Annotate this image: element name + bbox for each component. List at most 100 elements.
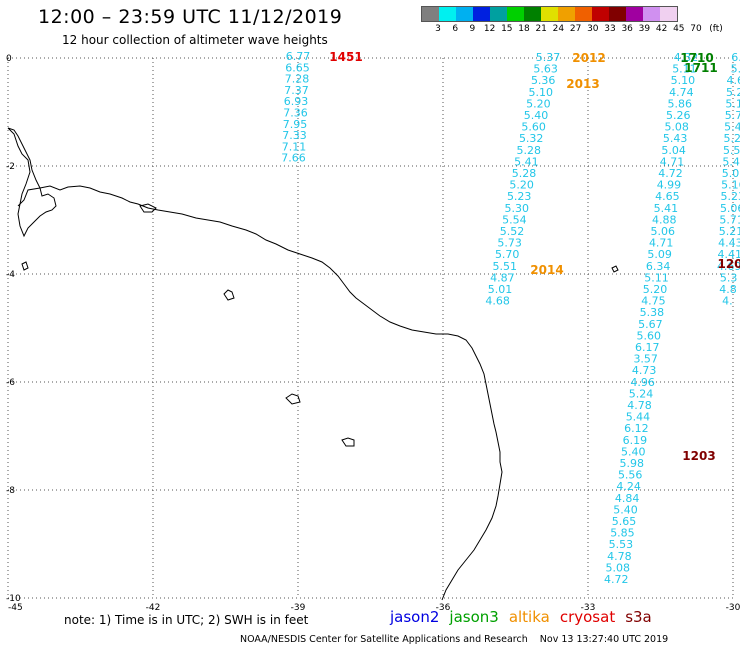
legend-label: 36 [621, 24, 633, 34]
y-tick-label: -10 [6, 594, 21, 604]
wave-height-value: 5.11 [672, 63, 697, 76]
wave-height-value: 5.45 [722, 155, 740, 168]
wave-height-value: 4.96 [630, 376, 655, 389]
wave-height-value: 5.32 [519, 132, 544, 145]
wave-height-value: 5.51 [493, 260, 518, 273]
legend-label: 3 [435, 24, 441, 34]
wave-height-value: 7.33 [282, 129, 307, 142]
wave-height-value: 4. [722, 295, 733, 308]
island-5 [21, 261, 29, 271]
legend-swatch [592, 7, 609, 21]
legend-label: 39 [638, 24, 651, 34]
legend-swatch [558, 7, 575, 21]
legend-swatch [439, 7, 456, 21]
wave-height-value: 6.77 [286, 50, 311, 63]
wave-height-value: 5.53 [609, 538, 634, 551]
x-tick-label: -39 [291, 603, 306, 613]
legend-label: (ft) [709, 24, 723, 34]
wave-height-value: 4.71 [660, 155, 685, 168]
legend-label: 12 [483, 24, 496, 34]
wave-height-value: 6.12 [624, 422, 649, 435]
wave-height-value: 5.29 [724, 132, 740, 145]
legend-label: 9 [469, 24, 476, 34]
altimeter-tracks: 6.776.657.287.376.937.367.957.337.117.66… [281, 50, 740, 586]
x-tick-label: -36 [436, 603, 451, 613]
wave-height-value: 4.87 [490, 271, 515, 284]
wave-height-value: 5.3 [720, 271, 738, 284]
wave-height-value: 5.57 [723, 144, 740, 157]
wave-height-value: 5.37 [536, 51, 561, 64]
wave-height-value: 5.4 [731, 63, 740, 76]
x-tick-label: -33 [581, 603, 596, 613]
wave-height-value: 5.24 [629, 387, 654, 400]
wave-height-value: 5.40 [524, 109, 549, 122]
y-tick-label: -2 [6, 162, 15, 172]
legend-swatch [626, 7, 643, 21]
satellite-name: jason2 [390, 608, 440, 626]
legend-swatch [541, 7, 558, 21]
wave-height-value: 4.68 [485, 295, 510, 308]
wave-height-value: 5.11 [644, 271, 669, 284]
pass-id-label: 2013 [566, 77, 599, 91]
wave-height-value: 5.67 [638, 318, 663, 331]
legend-swatch [490, 7, 507, 21]
wave-height-value: 4.24 [616, 480, 641, 493]
wave-height-value: 5.72 [725, 109, 740, 122]
pass-id-label: 1451 [329, 50, 362, 64]
legend-label: 24 [552, 24, 565, 34]
legend-swatch [660, 7, 677, 21]
map-title: 12:00 – 23:59 UTC 11/12/2019 [38, 6, 343, 28]
wave-height-value: 4.69 [717, 260, 740, 273]
pass-id-label: 120 [717, 257, 740, 271]
wave-height-value: 5.40 [621, 445, 646, 458]
wave-height-value: 3.57 [633, 353, 658, 366]
wave-height-value: 5.16 [721, 179, 740, 192]
legend-label: 15 [501, 24, 513, 34]
wave-height-value: 5.44 [626, 411, 651, 424]
wave-height-value: 5.28 [512, 167, 537, 180]
pass-id-label: 1711 [684, 61, 717, 75]
wave-height-value: 4.75 [641, 295, 666, 308]
legend-label: 42 [655, 24, 668, 34]
wave-height-value: 5.65 [612, 515, 637, 528]
x-tick-label: -45 [8, 603, 23, 613]
wave-height-value: 5.36 [531, 74, 556, 87]
footer-note: note: 1) Time is in UTC; 2) SWH is in fe… [64, 613, 309, 627]
island-6 [611, 265, 619, 273]
wave-height-value: 5.06 [720, 202, 740, 215]
wave-height-value: 6.34 [646, 260, 671, 273]
island-1 [223, 289, 235, 301]
wave-height-value: 5.73 [497, 237, 522, 250]
legend-swatch [507, 7, 524, 21]
wave-height-value: 5.43 [663, 132, 688, 145]
wave-height-legend: 3 6 9 12 15 18 21 24 27 30 33 36 39 42 45 70 (ft) [421, 6, 723, 36]
wave-height-value: 7.66 [281, 152, 306, 165]
wave-height-value: 5.41 [514, 155, 539, 168]
wave-height-value: 5.08 [664, 121, 689, 134]
coastline-mainland [17, 185, 503, 601]
wave-height-value: 4.65 [655, 190, 680, 203]
legend-swatch [473, 7, 490, 21]
wave-height-value: 5.98 [620, 457, 645, 470]
wave-height-value: 5.52 [500, 225, 525, 238]
wave-height-value: 5.06 [651, 225, 676, 238]
wave-height-value: 4.84 [615, 492, 640, 505]
legend-swatch [422, 7, 439, 21]
wave-height-value: 7.28 [285, 73, 310, 86]
pass-id-label: 1203 [682, 449, 715, 463]
satellite-name: cryosat [559, 608, 616, 626]
x-tick-label: -30 [726, 603, 740, 613]
satellite-key: jason2 jason3 altika cryosat s3a [390, 608, 662, 626]
wave-height-value: 5.56 [618, 469, 643, 482]
legend-color-bar [421, 6, 678, 22]
wave-height-value: 4.69 [727, 74, 740, 87]
wave-height-value: 7.11 [282, 140, 307, 153]
legend-label: 27 [569, 24, 582, 34]
wave-height-value: 6.17 [635, 341, 660, 354]
wave-height-value: 4.78 [607, 550, 632, 563]
legend-label: 18 [518, 24, 530, 34]
wave-height-value: 4.73 [632, 364, 657, 377]
wave-height-value: 5.40 [613, 503, 638, 516]
